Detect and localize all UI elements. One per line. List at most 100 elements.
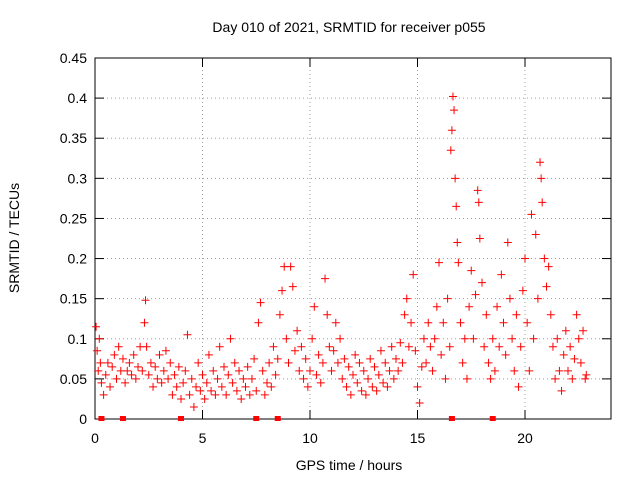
zero-marker	[489, 416, 496, 421]
data-point	[426, 342, 435, 351]
data-point	[582, 370, 591, 379]
data-point	[134, 362, 142, 371]
data-point	[273, 354, 282, 363]
data-point	[527, 210, 536, 219]
data-point	[161, 346, 170, 355]
data-point	[310, 302, 319, 311]
data-point	[422, 358, 431, 367]
data-point	[474, 198, 483, 207]
data-point	[381, 358, 390, 367]
data-point	[467, 266, 476, 275]
data-point	[465, 302, 474, 311]
data-point	[247, 374, 256, 383]
data-point	[245, 390, 254, 399]
data-point	[92, 322, 101, 331]
data-point	[555, 366, 564, 375]
data-point	[329, 346, 338, 355]
data-point	[312, 370, 321, 379]
data-point	[572, 310, 581, 319]
data-point	[561, 326, 570, 335]
data-point	[557, 386, 566, 395]
data-point	[514, 382, 523, 391]
data-point	[181, 366, 190, 375]
data-point	[237, 394, 246, 403]
data-point	[510, 366, 519, 375]
data-point	[447, 126, 456, 135]
data-point	[471, 290, 480, 299]
data-point	[149, 382, 158, 391]
data-point	[581, 374, 590, 383]
data-point	[355, 358, 364, 367]
data-point	[392, 354, 400, 363]
data-point	[368, 382, 377, 391]
data-point	[458, 358, 467, 367]
data-point	[411, 346, 420, 355]
data-point	[164, 374, 173, 383]
data-point	[125, 358, 134, 367]
y-tick-label: 0	[79, 411, 87, 427]
data-point	[202, 378, 211, 387]
data-point	[269, 342, 278, 351]
data-point	[488, 334, 497, 343]
data-point	[486, 374, 495, 383]
data-point	[383, 382, 392, 391]
y-tick-label: 0.2	[68, 251, 88, 267]
data-point	[415, 398, 424, 407]
data-point	[407, 318, 416, 327]
data-point	[453, 238, 462, 247]
data-point	[215, 342, 224, 351]
data-point	[172, 382, 181, 391]
data-point	[258, 366, 267, 375]
data-point	[435, 258, 443, 267]
data-point	[168, 390, 177, 399]
y-tick-label: 0.35	[60, 130, 87, 146]
data-point	[306, 366, 314, 375]
data-point	[293, 326, 302, 335]
data-point	[155, 350, 164, 359]
data-point	[194, 358, 203, 367]
data-point	[103, 358, 112, 367]
data-point	[525, 366, 534, 375]
data-point	[361, 390, 370, 399]
data-point	[503, 238, 512, 247]
data-point	[235, 366, 244, 375]
data-point	[331, 318, 340, 327]
data-point	[344, 362, 353, 371]
data-point	[290, 346, 299, 355]
data-point	[303, 382, 312, 391]
data-point	[213, 374, 222, 383]
data-point	[570, 354, 579, 363]
data-point	[226, 334, 235, 343]
data-point	[540, 254, 549, 263]
data-point	[256, 298, 265, 307]
data-point	[340, 354, 349, 363]
data-point	[118, 354, 127, 363]
data-point	[480, 342, 489, 351]
data-point	[419, 334, 428, 343]
data-point	[430, 334, 439, 343]
y-tick-label: 0.4	[68, 90, 88, 106]
data-point	[183, 330, 192, 339]
data-point	[159, 366, 168, 375]
data-point	[271, 370, 280, 379]
data-point	[473, 186, 482, 195]
data-point	[106, 382, 115, 391]
data-point	[295, 366, 304, 375]
data-point	[112, 374, 121, 383]
zero-marker	[253, 416, 260, 421]
data-point	[385, 366, 394, 375]
y-tick-label: 0.15	[60, 291, 87, 307]
data-point	[445, 342, 454, 351]
data-point	[101, 370, 110, 379]
data-point	[96, 358, 105, 367]
data-point	[409, 270, 418, 279]
data-point	[286, 262, 295, 271]
data-point	[166, 358, 175, 367]
data-point	[579, 326, 588, 335]
data-point	[351, 350, 360, 359]
data-point	[346, 390, 355, 399]
data-point	[402, 294, 411, 303]
data-point	[200, 394, 209, 403]
data-point	[542, 282, 551, 291]
